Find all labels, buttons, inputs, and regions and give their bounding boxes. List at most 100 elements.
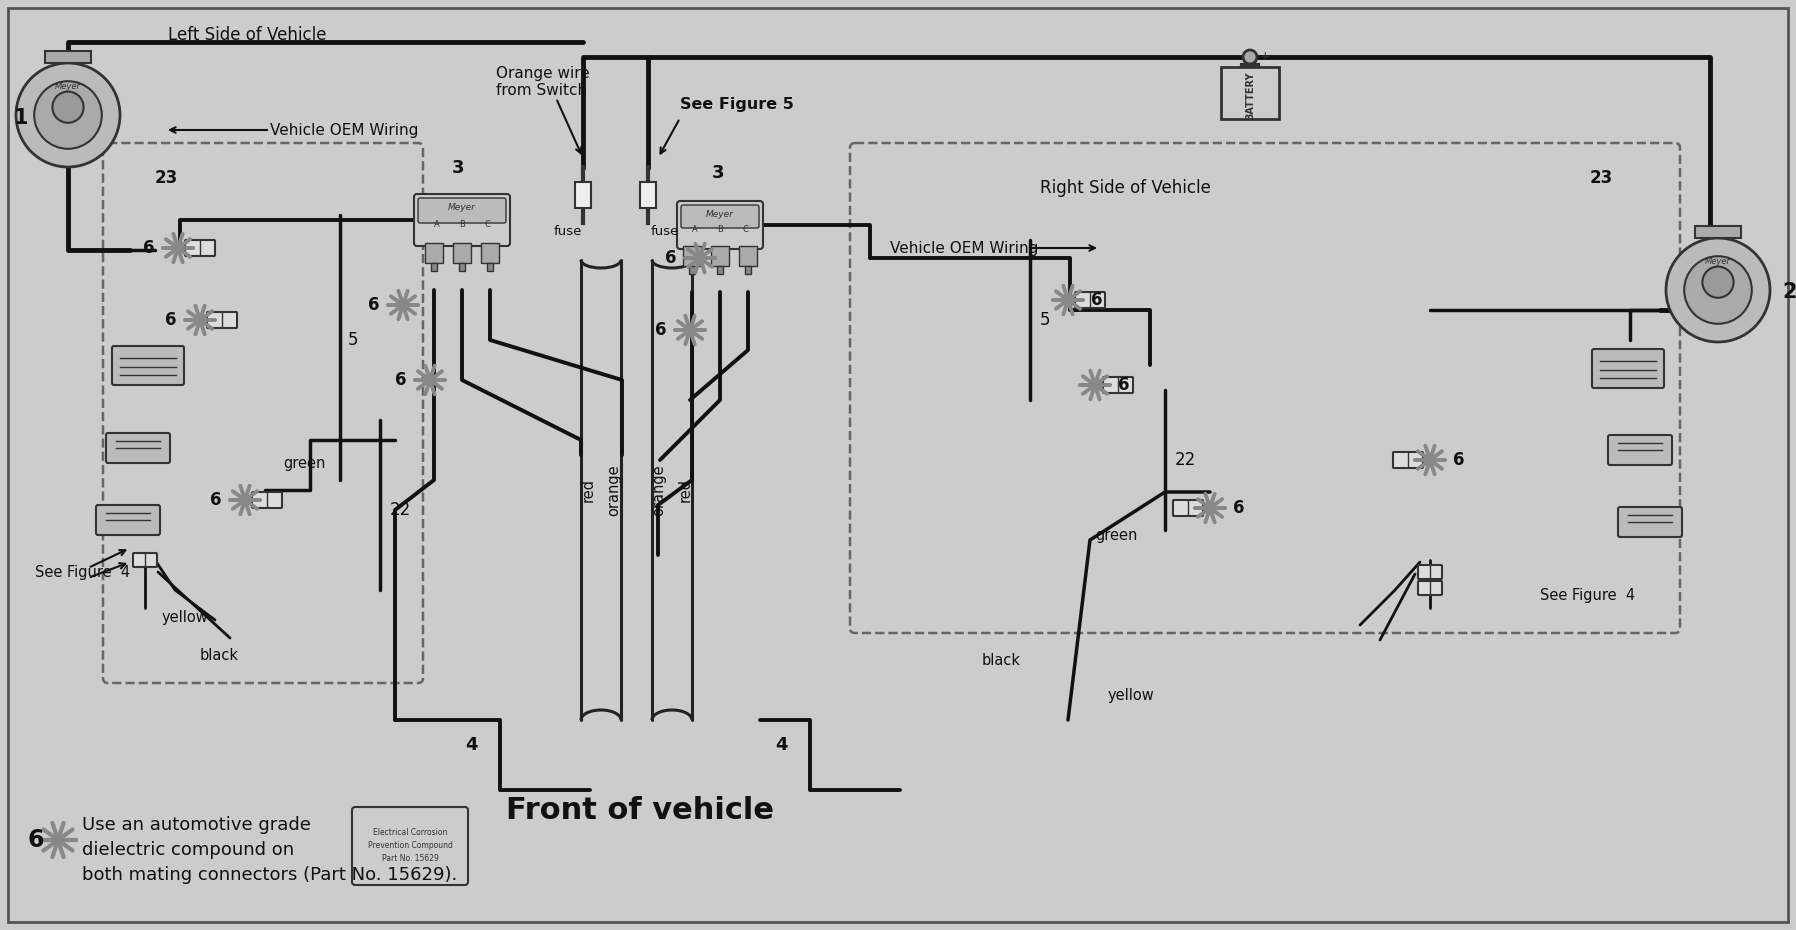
Text: 5: 5 xyxy=(348,331,359,349)
Text: Vehicle OEM Wiring: Vehicle OEM Wiring xyxy=(891,241,1038,256)
Text: A: A xyxy=(691,224,699,233)
Text: 6: 6 xyxy=(210,491,221,509)
FancyBboxPatch shape xyxy=(106,433,171,463)
Text: Prevention Compound: Prevention Compound xyxy=(368,841,453,849)
FancyBboxPatch shape xyxy=(418,198,506,223)
Text: Vehicle OEM Wiring: Vehicle OEM Wiring xyxy=(269,123,418,138)
Text: fuse: fuse xyxy=(650,225,679,238)
FancyBboxPatch shape xyxy=(111,346,183,385)
Text: C: C xyxy=(485,219,490,229)
Text: 6: 6 xyxy=(1119,376,1130,394)
Bar xyxy=(426,243,444,263)
Text: 5: 5 xyxy=(1040,311,1051,329)
Circle shape xyxy=(1685,256,1751,324)
Bar xyxy=(745,266,751,274)
FancyBboxPatch shape xyxy=(1591,349,1665,388)
Text: 4: 4 xyxy=(776,736,787,754)
FancyBboxPatch shape xyxy=(1618,507,1683,537)
Text: 4: 4 xyxy=(465,736,478,754)
Bar xyxy=(431,263,436,271)
FancyBboxPatch shape xyxy=(1419,581,1442,595)
Text: Part No. 15629: Part No. 15629 xyxy=(381,854,438,862)
FancyBboxPatch shape xyxy=(1076,292,1105,308)
Text: 6: 6 xyxy=(1092,291,1103,309)
Circle shape xyxy=(1703,267,1733,298)
Text: red: red xyxy=(580,478,596,502)
Bar xyxy=(738,246,756,266)
Text: B: B xyxy=(717,224,724,233)
Text: black: black xyxy=(982,653,1020,668)
Text: 22: 22 xyxy=(1175,451,1196,469)
FancyBboxPatch shape xyxy=(1394,452,1422,468)
Text: 6: 6 xyxy=(144,239,154,257)
Text: Right Side of Vehicle: Right Side of Vehicle xyxy=(1040,179,1211,197)
Text: Meyer: Meyer xyxy=(706,209,735,219)
Text: orange: orange xyxy=(652,464,666,516)
Bar xyxy=(481,243,499,263)
Text: 23: 23 xyxy=(1589,169,1613,187)
Text: 3: 3 xyxy=(711,164,724,182)
Text: See Figure 5: See Figure 5 xyxy=(681,98,794,113)
Text: C: C xyxy=(742,224,747,233)
Text: Use an automotive grade: Use an automotive grade xyxy=(83,816,311,834)
FancyBboxPatch shape xyxy=(185,240,216,256)
Bar xyxy=(575,182,591,208)
Bar xyxy=(682,246,700,266)
Circle shape xyxy=(1667,238,1771,342)
Text: +: + xyxy=(1261,50,1270,63)
Text: Meyer: Meyer xyxy=(56,82,81,91)
Text: 6: 6 xyxy=(665,249,677,267)
Text: Meyer: Meyer xyxy=(1704,257,1731,266)
Bar xyxy=(460,263,465,271)
Circle shape xyxy=(34,81,102,149)
Text: both mating connectors (Part No. 15629).: both mating connectors (Part No. 15629). xyxy=(83,866,458,884)
Text: See Figure  4: See Figure 4 xyxy=(1539,588,1634,603)
Text: Meyer: Meyer xyxy=(447,203,476,211)
Text: fuse: fuse xyxy=(553,225,582,238)
Bar xyxy=(711,246,729,266)
Text: Electrical Corrosion: Electrical Corrosion xyxy=(374,828,447,836)
Text: Orange wire
from Switch: Orange wire from Switch xyxy=(496,66,589,99)
FancyBboxPatch shape xyxy=(677,201,763,249)
Text: dielectric compound on: dielectric compound on xyxy=(83,841,295,859)
FancyBboxPatch shape xyxy=(1607,435,1672,465)
Text: 1: 1 xyxy=(14,108,29,128)
Circle shape xyxy=(52,91,84,123)
Text: Left Side of Vehicle: Left Side of Vehicle xyxy=(169,26,327,44)
Text: 6: 6 xyxy=(165,311,176,329)
Text: BATTERY: BATTERY xyxy=(1245,72,1255,120)
Bar xyxy=(1695,226,1742,238)
Bar xyxy=(717,266,724,274)
Text: green: green xyxy=(1096,528,1137,543)
FancyBboxPatch shape xyxy=(1419,565,1442,579)
FancyBboxPatch shape xyxy=(1173,500,1203,516)
FancyBboxPatch shape xyxy=(415,194,510,246)
FancyBboxPatch shape xyxy=(133,553,156,567)
Bar xyxy=(487,263,492,271)
Text: 6: 6 xyxy=(27,828,45,852)
Circle shape xyxy=(1243,50,1257,64)
Text: 23: 23 xyxy=(154,169,178,187)
Text: 6: 6 xyxy=(1234,499,1245,517)
FancyBboxPatch shape xyxy=(207,312,237,328)
Text: black: black xyxy=(199,648,239,663)
Text: See Figure  4: See Figure 4 xyxy=(34,565,129,579)
FancyBboxPatch shape xyxy=(352,807,469,885)
Text: A: A xyxy=(435,219,440,229)
Circle shape xyxy=(16,63,120,167)
Text: 6: 6 xyxy=(395,371,406,389)
Bar xyxy=(45,51,92,63)
Bar xyxy=(639,182,656,208)
FancyBboxPatch shape xyxy=(681,205,760,228)
FancyBboxPatch shape xyxy=(95,505,160,535)
Text: 22: 22 xyxy=(390,501,411,519)
Text: 6: 6 xyxy=(1453,451,1466,469)
Text: Front of vehicle: Front of vehicle xyxy=(506,795,774,825)
Text: yellow: yellow xyxy=(162,610,208,625)
Text: 3: 3 xyxy=(453,159,465,177)
Text: yellow: yellow xyxy=(1108,688,1155,703)
Text: 6: 6 xyxy=(368,296,379,314)
Text: B: B xyxy=(460,219,465,229)
Bar xyxy=(1221,67,1279,119)
Bar xyxy=(453,243,471,263)
